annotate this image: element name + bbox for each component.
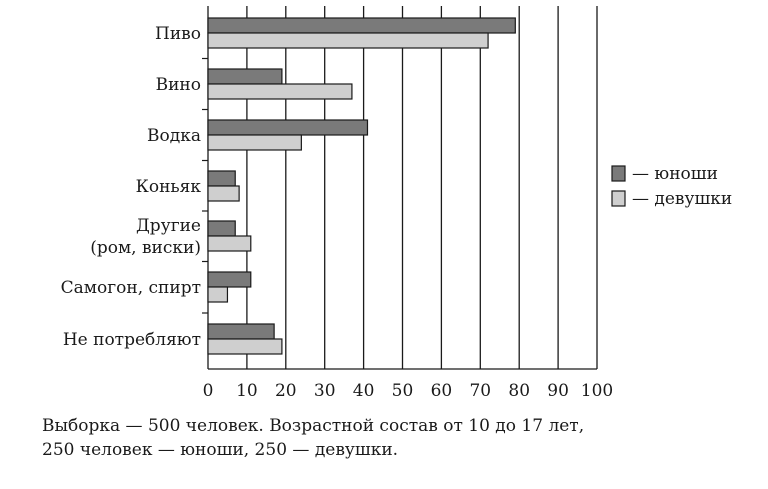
- bar-boys: [207, 119, 369, 136]
- category-label: Вино: [156, 75, 201, 95]
- caption: Выборка — 500 человек. Возрастной состав…: [42, 414, 742, 462]
- x-tick-label: 50: [392, 381, 414, 401]
- legend-label-girls: — девушки: [632, 189, 732, 209]
- bar-girls: [207, 235, 252, 252]
- legend-swatch-boys: [611, 165, 626, 182]
- bar-girls: [207, 338, 283, 355]
- x-tick-label: 70: [469, 381, 491, 401]
- caption-line-1: Выборка — 500 человек. Возрастной состав…: [42, 416, 585, 436]
- bar-boys: [207, 220, 236, 237]
- bar-girls: [207, 32, 489, 49]
- x-axis: 0 10 20 30 40 50 60 70 80 90 100: [202, 57, 613, 401]
- bars: [207, 17, 516, 355]
- x-tick-label: 60: [431, 381, 453, 401]
- bar-boys: [207, 323, 275, 340]
- x-tick-label: 90: [547, 381, 569, 401]
- bar-girls: [207, 83, 353, 100]
- bar-chart: 0 10 20 30 40 50 60 70 80 90 100 Пиво Вино Водка Конь…: [61, 6, 732, 401]
- x-tick-label: 10: [236, 381, 258, 401]
- bar-boys: [207, 68, 283, 85]
- category-label: (ром, виски): [90, 238, 201, 258]
- category-label: Другие: [136, 216, 201, 236]
- legend: — юноши — девушки: [611, 164, 732, 209]
- gridlines: [207, 6, 598, 369]
- bar-boys: [207, 17, 516, 34]
- x-tick-label: 20: [275, 381, 297, 401]
- x-tick-label: 40: [353, 381, 375, 401]
- x-tick-label: 80: [508, 381, 530, 401]
- category-label: Пиво: [155, 24, 201, 44]
- category-labels: Пиво Вино Водка Коньяк Другие(ром, виски) Сам…: [61, 24, 202, 350]
- bar-boys: [207, 170, 236, 187]
- legend-label-boys: — юноши: [632, 164, 718, 184]
- bar-girls: [207, 185, 240, 202]
- x-tick-label: 100: [581, 381, 613, 401]
- category-label: Не потребляют: [63, 330, 201, 350]
- x-tick-label: 30: [314, 381, 336, 401]
- legend-swatch-girls: [611, 190, 626, 207]
- bar-boys: [207, 271, 252, 288]
- category-label: Самогон, спирт: [61, 278, 201, 298]
- category-label: Водка: [147, 126, 201, 146]
- x-tick-label: 0: [203, 381, 214, 401]
- caption-line-2: 250 человек — юноши, 250 — девушки.: [42, 440, 399, 460]
- bar-girls: [207, 134, 302, 151]
- category-label: Коньяк: [136, 177, 202, 197]
- bar-girls: [207, 286, 229, 303]
